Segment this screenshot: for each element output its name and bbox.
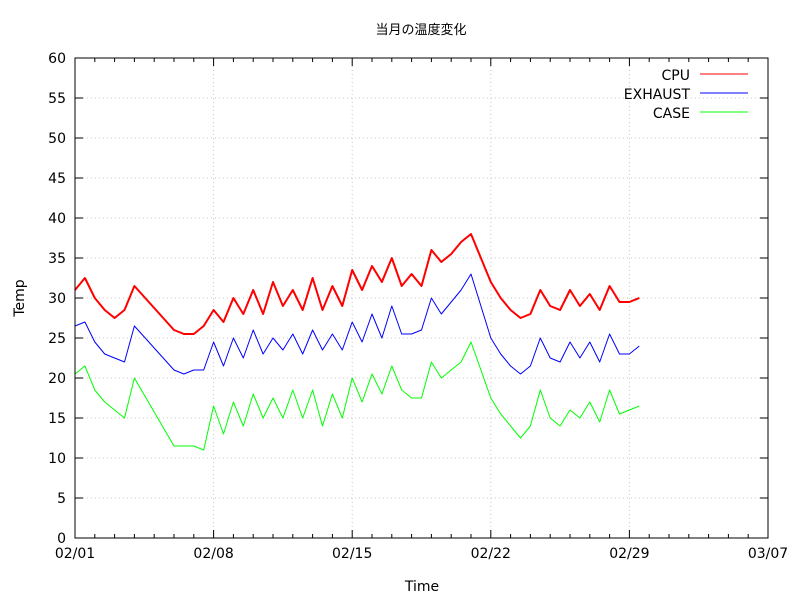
plot-frame bbox=[74, 57, 769, 539]
y-tick-label: 10 bbox=[48, 451, 66, 467]
y-tick-label: 45 bbox=[48, 171, 66, 187]
data-series bbox=[74, 233, 640, 451]
legend-label: EXHAUST bbox=[624, 87, 691, 103]
legend: CPU EXHAUST CASE bbox=[624, 68, 748, 122]
series-line-exhaust bbox=[74, 273, 640, 375]
x-tick-label: 02/08 bbox=[193, 546, 233, 562]
y-tick-labels: 0 5 10 15 20 25 30 35 40 45 50 55 60 bbox=[48, 51, 66, 547]
legend-label: CASE bbox=[653, 106, 690, 122]
series-line-case bbox=[74, 341, 640, 451]
legend-label: CPU bbox=[662, 68, 690, 84]
x-tick-label: 03/07 bbox=[748, 546, 788, 562]
x-axis-title: Time bbox=[404, 579, 439, 595]
y-tick-label: 55 bbox=[48, 91, 66, 107]
grid-lines bbox=[75, 58, 768, 538]
x-tick-label: 02/22 bbox=[471, 546, 511, 562]
x-tick-label: 02/01 bbox=[55, 546, 95, 562]
axis-ticks bbox=[74, 57, 769, 539]
x-tick-label: 02/29 bbox=[609, 546, 649, 562]
y-tick-label: 30 bbox=[48, 291, 66, 307]
x-tick-label: 02/15 bbox=[332, 546, 372, 562]
y-tick-label: 50 bbox=[48, 131, 66, 147]
y-axis-title: Temp bbox=[12, 279, 28, 317]
y-tick-label: 40 bbox=[48, 211, 66, 227]
y-tick-label: 35 bbox=[48, 251, 66, 267]
x-tick-labels: 02/01 02/08 02/15 02/22 02/29 03/07 bbox=[55, 546, 788, 562]
y-tick-label: 15 bbox=[48, 411, 66, 427]
y-tick-label: 25 bbox=[48, 331, 66, 347]
y-tick-label: 0 bbox=[57, 531, 66, 547]
y-tick-label: 20 bbox=[48, 371, 66, 387]
series-line-cpu bbox=[74, 233, 640, 335]
y-tick-label: 5 bbox=[57, 491, 66, 507]
y-tick-label: 60 bbox=[48, 51, 66, 67]
chart-title: 当月の温度変化 bbox=[375, 22, 466, 38]
